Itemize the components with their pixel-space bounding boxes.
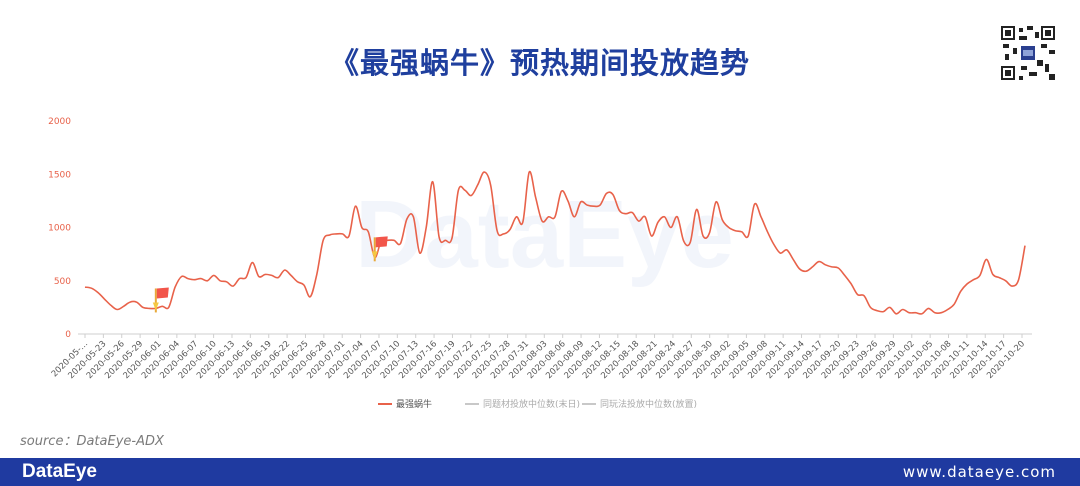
y-tick-label: 1000 <box>48 224 71 234</box>
footer-url: www.dataeye.com <box>902 463 1056 481</box>
footer-bar: DataEye www.dataeye.com <box>0 458 1080 486</box>
flag-marker-icon <box>371 236 388 262</box>
y-tick-label: 0 <box>65 330 71 340</box>
legend-label: 同玩法投放中位数(放置) <box>600 398 697 410</box>
footer-logo: DataEye <box>22 461 97 482</box>
y-tick-label: 2000 <box>48 117 71 127</box>
legend-label: 同题材投放中位数(末日) <box>483 398 580 410</box>
line-chart: 05001000150020002020-05-…2020-05-232020-… <box>48 117 1032 410</box>
legend-label: 最强蜗牛 <box>396 398 432 410</box>
flag-marker-icon <box>152 287 169 313</box>
chart-title: 《最强蜗牛》预热期间投放趋势 <box>329 46 750 80</box>
source-note: source：DataEye-ADX <box>20 434 164 449</box>
qr-code-icon <box>999 24 1057 82</box>
y-tick-label: 500 <box>54 277 71 287</box>
watermark: DataEye <box>355 181 734 288</box>
series-line-最强蜗牛 <box>84 170 1026 315</box>
y-tick-label: 1500 <box>48 170 71 180</box>
